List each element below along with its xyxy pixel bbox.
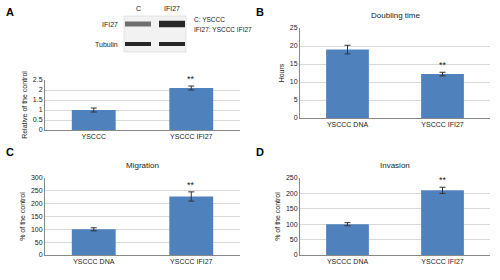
svg-text:0: 0 [294,251,298,258]
svg-text:25: 25 [290,24,298,31]
svg-text:C: C [6,146,14,158]
svg-text:10: 10 [290,78,298,85]
svg-text:Tubulin: Tubulin [95,41,118,48]
svg-text:IFI27: YSCCC IFI27: IFI27: YSCCC IFI27 [194,26,252,33]
svg-text:% of the control: % of the control [19,192,26,241]
svg-text:1: 1 [39,106,43,113]
svg-text:Migration: Migration [126,161,159,170]
svg-text:IFI27: IFI27 [102,21,118,28]
svg-text:Invasion: Invasion [380,161,410,170]
svg-text:0: 0 [294,114,298,121]
svg-text:100: 100 [286,221,298,228]
svg-text:50: 50 [290,236,298,243]
svg-text:**: ** [187,74,195,84]
svg-text:YSCCC DNA: YSCCC DNA [73,258,115,265]
svg-text:Relative of the control: Relative of the control [21,71,28,139]
svg-text:D: D [256,146,264,158]
svg-text:0: 0 [39,126,43,133]
svg-text:150: 150 [31,213,43,220]
svg-text:**: ** [439,175,447,185]
svg-text:300: 300 [31,174,43,181]
svg-text:200: 200 [286,190,298,197]
svg-text:YSCCC DNA: YSCCC DNA [327,121,369,128]
svg-text:**: ** [439,60,447,70]
svg-text:YSCCC DNA: YSCCC DNA [327,258,369,265]
svg-text:20: 20 [290,42,298,49]
svg-text:YSCCC IFI27: YSCCC IFI27 [170,133,213,140]
svg-text:C: C [136,5,141,12]
svg-text:0.5: 0.5 [33,116,43,123]
svg-text:YSCCC: YSCCC [81,133,106,140]
svg-text:200: 200 [31,200,43,207]
svg-text:C: YSCCC: C: YSCCC [194,16,225,23]
svg-text:**: ** [187,180,195,190]
svg-text:% of the control: % of the control [274,192,281,241]
svg-text:Doubling time: Doubling time [371,11,420,20]
svg-text:5: 5 [294,96,298,103]
svg-text:Hours: Hours [278,63,285,82]
svg-text:150: 150 [286,205,298,212]
svg-text:YSCCC IFI27: YSCCC IFI27 [421,258,464,265]
svg-text:A: A [6,6,14,18]
svg-text:250: 250 [286,174,298,181]
svg-text:IFI27: IFI27 [164,5,180,12]
svg-text:250: 250 [31,187,43,194]
svg-text:B: B [256,6,264,18]
svg-text:0: 0 [39,251,43,258]
svg-text:15: 15 [290,60,298,67]
svg-text:2: 2 [39,86,43,93]
svg-text:1.5: 1.5 [33,96,43,103]
svg-text:50: 50 [35,239,43,246]
svg-text:100: 100 [31,226,43,233]
svg-text:2.5: 2.5 [33,76,43,83]
svg-text:YSCCC IFI27: YSCCC IFI27 [170,258,213,265]
svg-text:YSCCC IFI27: YSCCC IFI27 [421,121,464,128]
